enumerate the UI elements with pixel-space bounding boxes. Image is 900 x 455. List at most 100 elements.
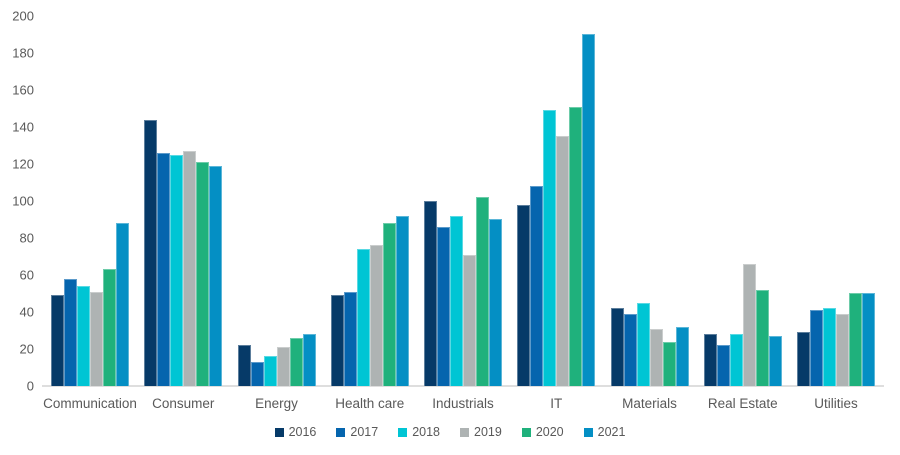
bar-2019-health-care — [369, 245, 383, 386]
legend-label: 2017 — [350, 425, 379, 439]
bar-group-materials: Materials — [610, 16, 689, 411]
y-axis-tick-label: 0 — [26, 378, 34, 394]
x-axis-line — [42, 385, 884, 387]
y-axis-tick-label: 40 — [19, 304, 34, 320]
bar-2020-utilities — [849, 293, 862, 386]
y-axis-tick-label: 80 — [19, 230, 34, 246]
bar-group-real-estate: Real Estate — [703, 16, 782, 411]
bar-2019-industrials — [463, 255, 476, 386]
bar-2020-health-care — [382, 223, 396, 386]
y-axis-tick-label: 100 — [12, 193, 34, 209]
bar-group-industrials: Industrials — [424, 16, 502, 411]
bar-2021-industrials — [489, 219, 502, 386]
bar-group-communication: Communication — [43, 16, 137, 411]
y-axis-tick-label: 200 — [12, 8, 34, 24]
bar-2018-it — [543, 110, 557, 386]
bar-2021-utilities — [862, 293, 875, 386]
category-label: Consumer — [152, 396, 215, 411]
bar-2017-materials — [623, 314, 637, 386]
bar-2019-it — [556, 136, 570, 386]
category-label: Materials — [622, 396, 677, 411]
bar-2021-it — [582, 34, 596, 386]
y-axis-tick-label: 140 — [12, 119, 34, 135]
bar-2018-utilities — [823, 308, 836, 386]
bar-2021-communication — [116, 223, 129, 386]
bar-2016-health-care — [330, 295, 344, 386]
bar-2021-energy — [302, 334, 316, 386]
bar-group-health-care: Health care — [330, 16, 409, 411]
bar-2016-materials — [610, 308, 624, 386]
bar-2017-communication — [64, 279, 77, 386]
category-label: Utilities — [814, 396, 858, 411]
bar-2017-utilities — [810, 310, 823, 386]
bar-2017-energy — [250, 362, 264, 386]
bar-2017-it — [530, 186, 544, 386]
bar-group-it: IT — [517, 16, 596, 411]
legend-item-2016: 2016 — [274, 425, 317, 439]
category-label: Health care — [335, 396, 405, 411]
bar-2016-consumer — [144, 120, 158, 386]
bar-group-consumer: Consumer — [144, 16, 223, 411]
y-axis-tick-label: 160 — [12, 82, 34, 98]
category-label: Energy — [255, 396, 298, 411]
bar-2019-energy — [276, 347, 290, 386]
bar-2018-industrials — [450, 216, 463, 386]
category-label: Real Estate — [707, 396, 778, 411]
bar-2020-industrials — [476, 197, 489, 386]
bar-2019-consumer — [183, 151, 197, 386]
bar-2017-industrials — [437, 227, 450, 386]
legend-item-2017: 2017 — [336, 426, 378, 439]
bar-group-energy: Energy — [237, 16, 316, 411]
bar-2021-consumer — [209, 166, 223, 386]
bar-2020-materials — [662, 342, 676, 386]
bar-2020-it — [569, 107, 583, 386]
y-axis-tick-label: 180 — [12, 45, 34, 61]
bar-2016-industrials — [424, 201, 437, 386]
plot-area: Communication Consumer Energy Health care In… — [43, 16, 875, 411]
legend-label: 2018 — [412, 425, 440, 439]
y-axis-tick-label: 120 — [12, 156, 34, 172]
bar-2018-health-care — [356, 249, 370, 386]
legend-swatch-icon — [398, 427, 408, 437]
bar-2018-communication — [77, 286, 90, 386]
category-label: Industrials — [432, 396, 494, 411]
bar-2016-energy — [237, 345, 251, 386]
bar-2019-communication — [90, 292, 103, 386]
bar-2017-real-estate — [716, 345, 730, 386]
bar-2016-real-estate — [703, 334, 717, 386]
legend-item-2021: 2021 — [583, 426, 625, 439]
legend-swatch-icon — [336, 427, 346, 437]
bar-2018-energy — [263, 356, 277, 386]
bar-2020-communication — [103, 269, 116, 386]
category-label: IT — [550, 396, 563, 411]
bar-group-utilities: Utilities — [797, 16, 875, 411]
category-label: Communication — [43, 396, 137, 411]
bar-2018-consumer — [170, 155, 184, 386]
legend-label: 2019 — [474, 425, 502, 439]
bar-2018-real-estate — [729, 334, 743, 386]
bar-2017-health-care — [343, 292, 357, 386]
bar-2016-utilities — [797, 332, 810, 386]
legend-item-2020: 2020 — [521, 425, 564, 439]
bar-2019-materials — [649, 329, 663, 386]
bar-2016-it — [517, 205, 531, 386]
bar-2021-health-care — [395, 216, 409, 386]
bar-2020-consumer — [196, 162, 210, 386]
legend-swatch-icon — [583, 427, 593, 437]
bar-2019-real-estate — [742, 264, 756, 386]
legend-label: 2016 — [288, 425, 317, 439]
bar-2017-consumer — [157, 153, 171, 386]
bar-2021-materials — [675, 327, 689, 386]
legend-swatch-icon — [274, 427, 284, 437]
bar-2020-real-estate — [755, 290, 769, 386]
legend-swatch-icon — [521, 427, 531, 437]
legend-item-2018: 2018 — [398, 426, 440, 439]
bar-2019-utilities — [836, 314, 849, 386]
y-axis-tick-label: 60 — [19, 267, 34, 283]
bar-2021-real-estate — [768, 336, 782, 386]
y-axis-tick-label: 20 — [19, 341, 34, 357]
chart-legend: 2016 2017 2018 2019 2020 2021 — [0, 426, 900, 439]
bar-2016-communication — [51, 295, 64, 386]
legend-label: 2020 — [535, 425, 564, 439]
